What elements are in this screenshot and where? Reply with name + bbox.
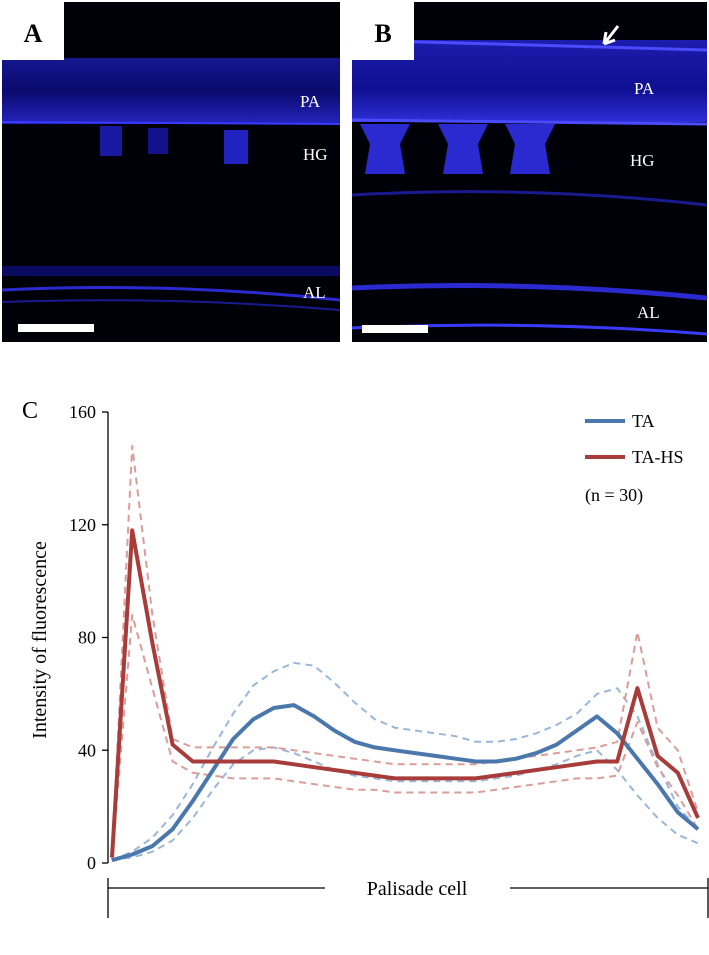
data-line bbox=[111, 703, 700, 863]
data-line bbox=[110, 528, 700, 858]
y-tick-label: 120 bbox=[69, 515, 96, 535]
micrograph-a bbox=[1, 2, 341, 342]
annotation: (n = 30) bbox=[585, 485, 643, 506]
annotation: PA bbox=[634, 79, 655, 98]
error-line-upper bbox=[111, 661, 699, 862]
annotation: AL bbox=[303, 283, 326, 302]
annotation: AL bbox=[637, 303, 660, 322]
panel-label: C bbox=[22, 398, 38, 424]
panel-label: A bbox=[24, 19, 43, 48]
error-line-upper bbox=[111, 444, 699, 858]
y-tick-label: 80 bbox=[78, 628, 96, 648]
x-axis-label: Palisade cell bbox=[367, 878, 468, 900]
legend-label: TA bbox=[632, 411, 655, 431]
micrograph-b bbox=[351, 2, 708, 342]
y-tick-label: 160 bbox=[69, 402, 96, 422]
x-bracket bbox=[107, 878, 709, 918]
y-tick-label: 40 bbox=[78, 740, 96, 760]
panel-label: B bbox=[374, 19, 391, 48]
legend-label: TA-HS bbox=[632, 447, 684, 467]
annotation: PA bbox=[300, 92, 321, 111]
annotation: HG bbox=[303, 145, 328, 164]
error-line-lower bbox=[111, 614, 699, 861]
y-axis-label: Intensity of fluorescence bbox=[29, 541, 51, 739]
annotation: HG bbox=[630, 151, 655, 170]
error-line-lower bbox=[111, 746, 699, 862]
y-tick-label: 0 bbox=[87, 853, 96, 873]
